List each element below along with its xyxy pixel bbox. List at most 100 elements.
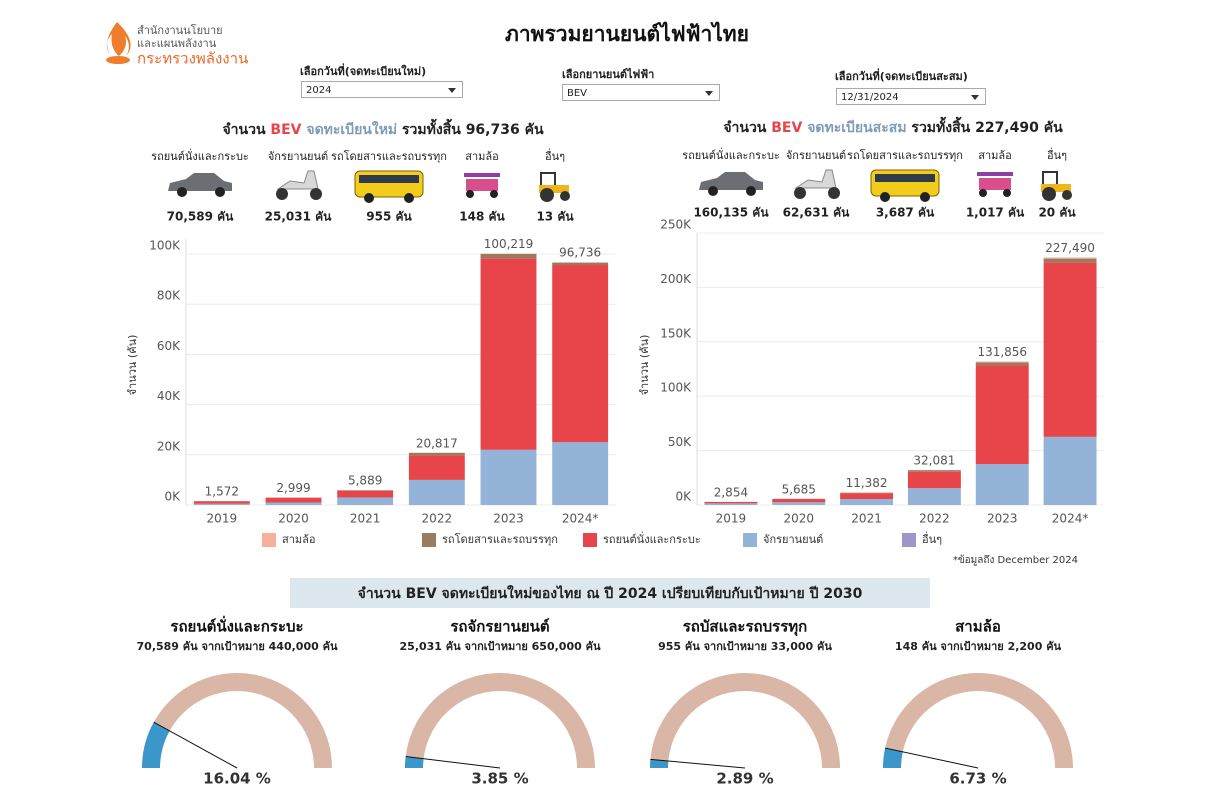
vehicle-icon bbox=[794, 169, 840, 199]
total-label: 11,382 bbox=[846, 476, 888, 490]
x-tick-label: 2021 bbox=[851, 512, 882, 526]
vehicle-label: จักรยานยนต์ bbox=[786, 149, 846, 162]
icon-shape bbox=[404, 193, 414, 203]
y-tick-label: 0K bbox=[164, 490, 181, 504]
total-label: 96,736 bbox=[559, 246, 601, 260]
filter-dropdown[interactable]: BEV bbox=[562, 84, 720, 101]
vehicle-label: อื่นๆ bbox=[545, 148, 565, 163]
vehicle-count: 13 คัน bbox=[536, 210, 574, 224]
x-tick-label: 2019 bbox=[716, 512, 747, 526]
vehicle-count: 70,589 คัน bbox=[167, 210, 235, 224]
bar-segment bbox=[1043, 436, 1097, 505]
vehicle-label: สามล้อ bbox=[978, 149, 1012, 162]
icon-shape bbox=[1062, 190, 1072, 200]
bar-segment bbox=[408, 479, 465, 505]
y-tick-label: 50K bbox=[668, 435, 692, 449]
filter-dropdown[interactable]: 12/31/2024 bbox=[836, 88, 986, 105]
bar-segment bbox=[975, 362, 1029, 366]
gauge-needle bbox=[405, 756, 501, 769]
y-axis-label: จำนวน (คัน) bbox=[638, 335, 651, 396]
x-tick-label: 2020 bbox=[783, 512, 814, 526]
y-tick-label: 100K bbox=[149, 239, 181, 253]
gauge-track bbox=[883, 673, 1073, 768]
icon-shape bbox=[177, 187, 187, 197]
legend-label: สามล้อ bbox=[282, 533, 316, 546]
icon-shape bbox=[979, 189, 987, 197]
bar-segment bbox=[337, 490, 394, 491]
logo bbox=[106, 22, 131, 64]
heading-part: รวมทั้งสิ้น 227,490 คัน bbox=[911, 116, 1063, 136]
data-note: *ข้อมูลถึง December 2024 bbox=[953, 554, 1078, 566]
bar-segment bbox=[772, 499, 826, 503]
gauge-track bbox=[650, 673, 840, 768]
x-tick-label: 2020 bbox=[278, 512, 309, 526]
total-label: 32,081 bbox=[913, 454, 955, 468]
filter-label: เลือกวันที่(จดทะเบียนสะสม) bbox=[835, 70, 968, 83]
total-label: 131,856 bbox=[977, 345, 1027, 359]
legend-label: จักรยานยนต์ bbox=[763, 533, 823, 546]
bar-segment bbox=[193, 501, 250, 504]
x-tick-label: 2024* bbox=[562, 512, 599, 526]
icon-shape bbox=[920, 192, 930, 202]
icon-shape bbox=[540, 172, 556, 188]
bar-segment bbox=[975, 365, 1029, 465]
icon-shape bbox=[540, 188, 554, 202]
total-label: 5,889 bbox=[348, 474, 382, 488]
heading-part: จำนวน bbox=[723, 120, 766, 136]
gauge-title: รถยนต์นั่งและกระบะ bbox=[170, 616, 303, 636]
bar-segment bbox=[408, 455, 465, 480]
vehicle-count: 20 คัน bbox=[1038, 206, 1076, 220]
bar-segment bbox=[975, 361, 1029, 363]
filter-dropdown[interactable]: 2024 bbox=[301, 81, 463, 98]
y-tick-label: 0K bbox=[675, 490, 692, 504]
vehicle-icon bbox=[539, 172, 570, 202]
y-tick-label: 100K bbox=[660, 381, 692, 395]
gauge-track bbox=[142, 673, 332, 768]
bar-segment bbox=[552, 442, 609, 505]
icon-shape bbox=[560, 191, 570, 201]
icon-shape bbox=[464, 173, 500, 177]
legend-label: รถโดยสารและรถบรรทุก bbox=[442, 532, 558, 546]
icon-shape bbox=[794, 187, 806, 199]
total-label: 20,817 bbox=[416, 436, 458, 450]
icon-shape bbox=[979, 178, 1011, 190]
vehicle-count: 25,031 คัน bbox=[265, 210, 333, 224]
vehicle-count: 148 คัน bbox=[459, 210, 505, 224]
page-title: ภาพรวมยานยนต์ไฟฟ้าไทย bbox=[505, 21, 749, 46]
vehicle-count: 62,631 คัน bbox=[783, 206, 851, 220]
icon-shape bbox=[746, 186, 756, 196]
bar-segment bbox=[552, 265, 609, 443]
icon-shape bbox=[276, 188, 288, 200]
bar-segment bbox=[704, 501, 758, 504]
icon-shape bbox=[359, 175, 419, 183]
legend-swatch bbox=[902, 533, 916, 547]
bar-segment bbox=[193, 503, 250, 505]
bar-segment bbox=[907, 471, 961, 489]
icon-shape bbox=[828, 187, 840, 199]
total-label: 227,490 bbox=[1045, 241, 1095, 255]
vehicle-label: รถยนต์นั่งและกระบะ bbox=[682, 147, 780, 162]
bar-segment bbox=[265, 497, 322, 503]
gauge-percent: 2.89 % bbox=[716, 770, 773, 788]
x-tick-label: 2022 bbox=[422, 512, 453, 526]
x-tick-label: 2019 bbox=[207, 512, 238, 526]
vehicle-count: 160,135 คัน bbox=[693, 206, 769, 220]
vehicle-icon bbox=[870, 169, 940, 202]
icon-shape bbox=[215, 187, 225, 197]
bar-segment bbox=[1043, 257, 1097, 259]
icon-shape bbox=[466, 190, 474, 198]
logo-base bbox=[106, 56, 130, 64]
gauge-needle bbox=[650, 758, 746, 769]
gauge-percent: 6.73 % bbox=[949, 770, 1006, 788]
vehicle-icon bbox=[1041, 171, 1072, 201]
y-tick-label: 250K bbox=[660, 218, 692, 232]
vehicle-icon bbox=[977, 172, 1013, 197]
gauge-percent: 16.04 % bbox=[203, 770, 271, 788]
icon-shape bbox=[977, 172, 1013, 176]
org-line: สำนักงานนโยบาย bbox=[137, 23, 223, 37]
gauge-needle bbox=[153, 721, 238, 769]
chart-heading: จำนวน BEV จดทะเบียนสะสม รวมทั้งสิ้น 227,… bbox=[723, 116, 1063, 136]
icon-shape bbox=[490, 190, 498, 198]
